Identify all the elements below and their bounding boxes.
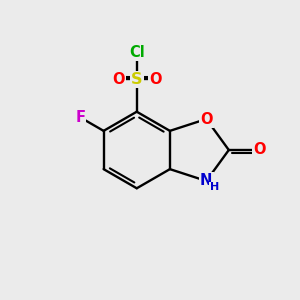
Text: H: H [210,182,219,192]
Text: O: O [254,142,266,158]
Text: S: S [131,72,142,87]
Text: O: O [200,112,213,127]
Text: N: N [200,173,212,188]
Text: Cl: Cl [129,45,145,60]
Text: O: O [112,72,125,87]
Text: F: F [75,110,85,125]
Text: O: O [149,72,161,87]
